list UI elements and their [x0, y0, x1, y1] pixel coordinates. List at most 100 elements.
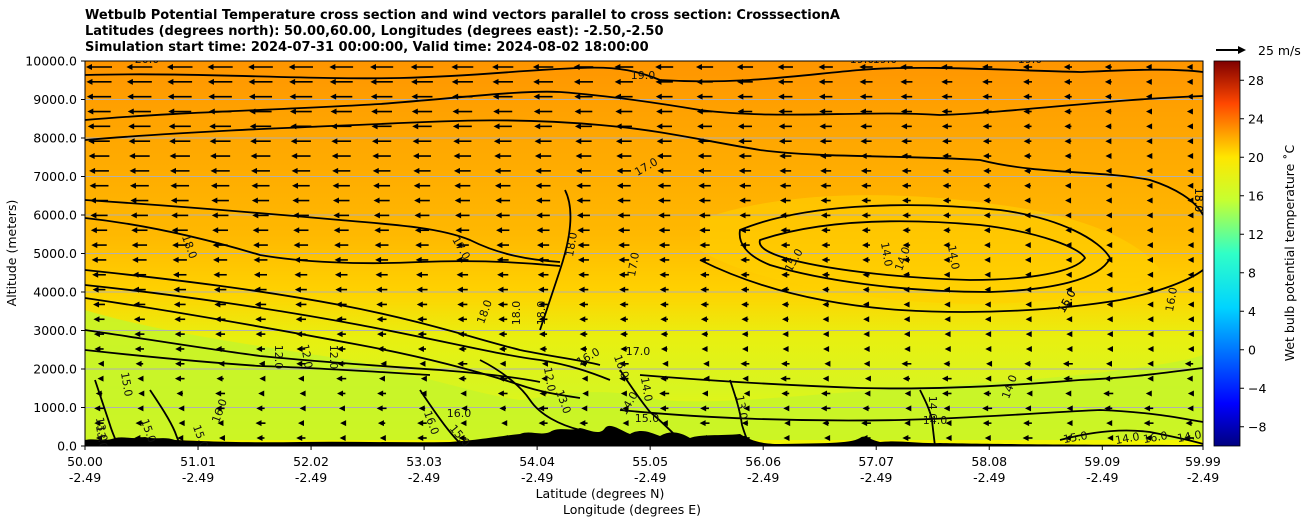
wind-vector-head [412, 153, 419, 160]
wind-vector-head [176, 390, 183, 397]
wind-vector-head [1186, 78, 1193, 85]
wind-vector-head [618, 360, 625, 367]
wind-vector-head [1103, 390, 1110, 397]
wind-vector-head [374, 227, 381, 234]
wind-vector-head [252, 212, 259, 219]
x-tick-label-lat: 58.08 [971, 454, 1007, 469]
wind-vector-head [93, 331, 100, 338]
wind-vector-head [375, 286, 382, 293]
contour-label: 19.0 [850, 53, 875, 66]
wind-vector-head [456, 256, 463, 263]
wind-vector-head [1146, 256, 1153, 263]
wind-vector-head [984, 435, 991, 441]
wind-vector-head [173, 301, 180, 308]
wind-vector-head [256, 435, 263, 441]
wind-vector-head [573, 64, 580, 70]
wind-vector-head [655, 64, 662, 70]
wind-vector-head [1145, 435, 1152, 441]
wind-vector-head [127, 93, 134, 100]
wind-vector-head [138, 390, 145, 397]
wind-vector-head [859, 78, 866, 85]
wind-vector-head [573, 78, 580, 85]
wind-vector-head [458, 375, 465, 382]
wind-vector-head [417, 316, 424, 323]
wind-vector-head [93, 301, 100, 308]
wind-vector-head [738, 182, 745, 189]
wind-vector-head [293, 242, 300, 249]
wind-vector-head [128, 138, 135, 145]
wind-vector-head [743, 390, 750, 397]
wind-vector-head [1186, 375, 1193, 382]
colorbar-gradient [1213, 60, 1241, 447]
wind-vector-head [1065, 256, 1072, 263]
contour-label: 14.0 [1114, 430, 1140, 447]
wind-vector-head [376, 301, 383, 308]
contour-label: 13.0 [93, 416, 110, 442]
wind-vector-head [860, 123, 867, 130]
wind-vector-head [699, 256, 706, 263]
wind-vector-head [458, 435, 465, 441]
wind-vector-head [417, 331, 424, 338]
wind-vector-head [622, 405, 629, 412]
wind-vector-head [983, 212, 990, 219]
x-tick-label-lat: 57.07 [858, 454, 894, 469]
wind-vector-head [701, 345, 708, 352]
wind-vector-head [778, 123, 785, 130]
wind-vector-head [297, 375, 304, 382]
wind-vector-head [900, 108, 907, 115]
wind-vector-head [658, 242, 665, 249]
wind-vector-head [620, 331, 627, 338]
x-axis: 50.00-2.4951.01-2.4952.02-2.4953.03-2.49… [67, 446, 1221, 485]
wind-vector-head [822, 331, 829, 338]
wind-vector-head [129, 153, 136, 160]
wind-vector-head [418, 405, 425, 412]
wind-vector-head [378, 375, 385, 382]
x-tick-label-lat: 56.06 [745, 454, 781, 469]
wind-vector-head [94, 405, 101, 412]
wind-vector-head [697, 153, 704, 160]
wind-vector-head [984, 271, 991, 278]
wind-vector-head [331, 138, 338, 145]
wind-vector-head [1105, 212, 1112, 219]
wind-vector-head [901, 182, 908, 189]
wind-vector-head [377, 331, 384, 338]
wind-vector-head [660, 345, 667, 352]
wind-vector-head [334, 242, 341, 249]
wind-vector-head [455, 227, 462, 234]
wind-vector-head [1146, 138, 1153, 145]
wind-vector-head [329, 64, 336, 70]
wind-vector-head [171, 212, 178, 219]
y-axis: 0.0 1000.0 2000.0 3000.0 4000.0 5000.0 6000.0 7… [25, 54, 85, 454]
wind-vector-head [1064, 108, 1071, 115]
wind-vector-head [89, 182, 96, 189]
wind-vector-head [1187, 345, 1194, 352]
wind-vector-head [371, 108, 378, 115]
wind-vector-head [1066, 301, 1073, 308]
wind-vector-head [905, 405, 912, 412]
wind-vector-head [1064, 93, 1071, 100]
wind-vector-head [86, 93, 93, 100]
wind-vector-head [291, 153, 298, 160]
wind-vector-head [576, 182, 583, 189]
wind-vector-head [579, 360, 586, 367]
wind-vector-head [501, 420, 508, 427]
wind-vector-head [249, 123, 256, 130]
wind-vector-head [91, 242, 98, 249]
wind-vector-head [419, 360, 426, 367]
wind-vector-head [369, 64, 376, 70]
wind-vector-head [1146, 212, 1153, 219]
wind-vector-head [212, 242, 219, 249]
wind-vector-head [1106, 242, 1113, 249]
wind-vector-head [299, 405, 306, 412]
wind-vector-head [902, 227, 909, 234]
wind-vector-head [501, 435, 508, 441]
wind-vector-head [1023, 78, 1030, 85]
wind-vector-head [943, 405, 950, 412]
wind-vector-head [900, 78, 907, 85]
wind-vector-head [1064, 182, 1071, 189]
wind-vector-head [743, 405, 750, 412]
wind-vector-head [129, 182, 136, 189]
wind-vector-head [251, 167, 258, 174]
wind-vector-head [703, 360, 710, 367]
wind-vector-head [175, 360, 182, 367]
